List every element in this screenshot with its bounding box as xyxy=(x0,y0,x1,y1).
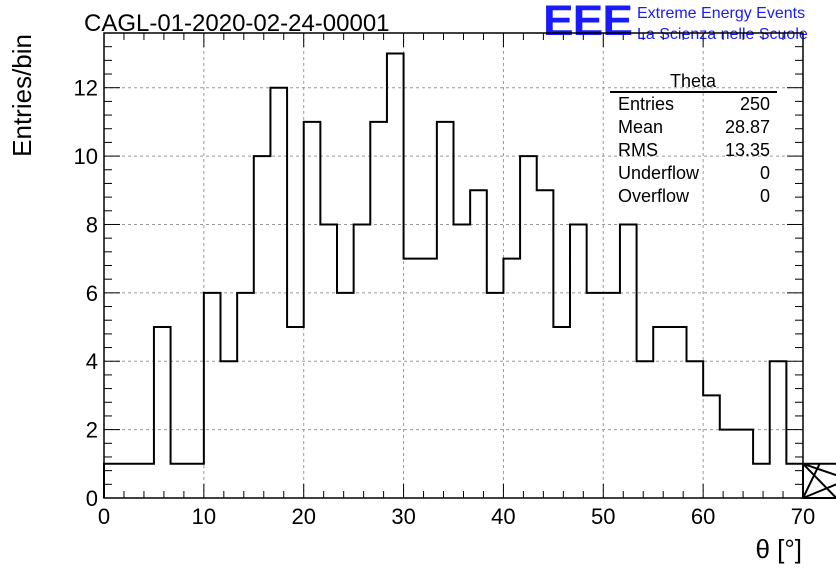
histogram-bin xyxy=(437,122,454,498)
histogram-bin xyxy=(154,327,171,498)
histogram-bin xyxy=(587,293,604,498)
stats-row-label: Underflow xyxy=(618,163,700,183)
stats-row-label: Mean xyxy=(618,117,663,137)
y-axis-label: Entries/bin xyxy=(7,34,37,157)
plot-frame xyxy=(103,32,804,499)
histogram-bin xyxy=(104,464,121,498)
stats-row-value: 0 xyxy=(760,163,770,183)
y-tick-label: 0 xyxy=(86,486,98,511)
histogram-outline xyxy=(103,52,836,499)
histogram-bin xyxy=(703,395,720,498)
y-tick-labels: 0 2 4 6 8 10 12 xyxy=(74,76,98,511)
x-tick-label: 70 xyxy=(791,504,815,529)
brand-line-1: Extreme Energy Events xyxy=(637,5,806,22)
histogram-bin xyxy=(187,464,204,498)
histogram-bin xyxy=(221,361,238,498)
histogram-bin xyxy=(420,259,437,498)
histogram-bin xyxy=(537,190,554,498)
y-tick-label: 6 xyxy=(86,281,98,306)
brand-line-2: La Scienza nelle Scuole xyxy=(637,26,808,43)
grid-lines xyxy=(104,33,803,498)
histogram-bin xyxy=(520,156,537,498)
histogram-bin xyxy=(720,430,737,498)
x-tick-label: 20 xyxy=(291,504,315,529)
histogram-bin xyxy=(487,293,504,498)
x-tick-label: 60 xyxy=(691,504,715,529)
histogram-bin xyxy=(470,190,487,498)
histogram-bin xyxy=(237,293,254,498)
histogram-bin xyxy=(753,464,770,498)
x-tick-label: 10 xyxy=(192,504,216,529)
stats-row-label: Entries xyxy=(618,94,674,114)
histogram-bin xyxy=(736,430,753,498)
x-tick-label: 50 xyxy=(591,504,615,529)
x-tick-label: 30 xyxy=(391,504,415,529)
histogram-bin xyxy=(121,464,138,498)
x-tick-label: 40 xyxy=(491,504,515,529)
stats-row-value: 0 xyxy=(760,186,770,206)
histogram-bin xyxy=(670,327,687,498)
histogram-bin xyxy=(387,54,404,498)
eee-logo: EEE xyxy=(543,0,633,44)
axis-ticks xyxy=(103,32,804,499)
y-tick-label: 12 xyxy=(74,76,98,101)
x-tick-labels: 0 10 20 30 40 50 60 70 xyxy=(98,504,815,529)
stats-rows: Entries 250 Mean 28.87 RMS 13.35 Underflow 0 Ove… xyxy=(618,94,770,206)
stats-row-value: 250 xyxy=(740,94,770,114)
stats-row-label: RMS xyxy=(618,140,658,160)
histogram-bin xyxy=(137,464,154,498)
eee-brand: EEE Extreme Energy Events La Scienza nel… xyxy=(543,0,833,46)
histogram-bin xyxy=(603,293,620,498)
histogram-bin xyxy=(204,293,221,498)
stats-box: Theta Entries 250 Mean 28.87 RMS 13.35 Underfl… xyxy=(610,71,777,206)
histogram-bin xyxy=(786,464,803,498)
stats-row-label: Overflow xyxy=(618,186,690,206)
stats-row-value: 13.35 xyxy=(725,140,770,160)
histogram-bin xyxy=(553,327,570,498)
histogram-bin xyxy=(171,464,188,498)
histogram-bin xyxy=(503,259,520,498)
x-axis-label: θ [°] xyxy=(755,534,802,564)
histogram-bin xyxy=(653,327,670,498)
histogram-bars xyxy=(104,54,803,498)
y-tick-label: 4 xyxy=(86,349,98,374)
y-tick-label: 2 xyxy=(86,418,98,443)
histogram-bin xyxy=(304,122,321,498)
histogram-bin xyxy=(254,156,271,498)
histogram-bin xyxy=(337,293,354,498)
y-tick-label: 10 xyxy=(74,144,98,169)
stats-title: Theta xyxy=(670,71,717,91)
histogram-bin xyxy=(370,122,387,498)
histogram-bin xyxy=(287,327,304,498)
y-tick-label: 8 xyxy=(86,212,98,237)
stats-row-value: 28.87 xyxy=(725,117,770,137)
histogram-bin xyxy=(454,224,471,498)
x-tick-label: 0 xyxy=(98,504,110,529)
histogram-bin xyxy=(404,259,421,498)
